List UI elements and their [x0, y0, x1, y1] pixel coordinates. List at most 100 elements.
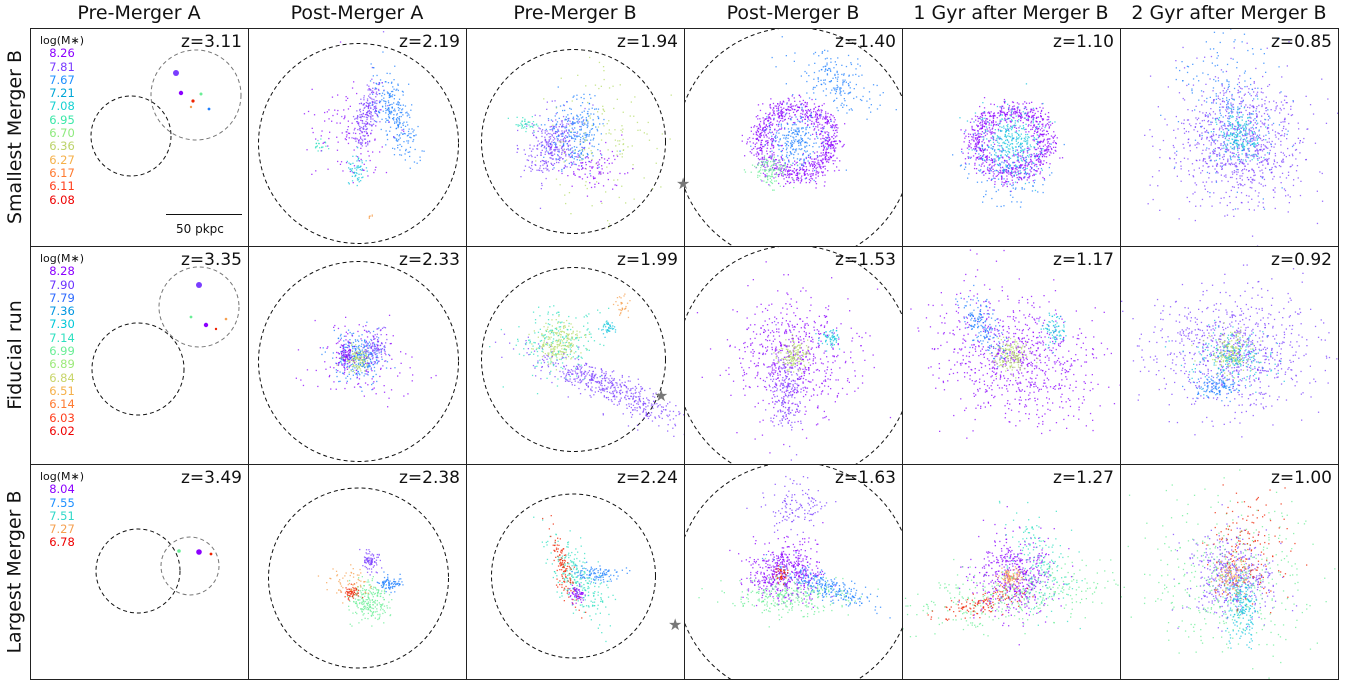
panel-row1-col6: z=0.85 — [1120, 28, 1339, 247]
galaxy-stars-scatter — [481, 49, 672, 234]
galaxy-stars-scatter — [1144, 29, 1338, 246]
scale-bar-label: 50 pkpc — [176, 222, 224, 236]
legend-entry: 8.26 — [49, 46, 75, 61]
legend-entry: 8.04 — [49, 482, 75, 497]
legend-header: log(M∗) — [39, 252, 85, 265]
legend-entry: 6.89 — [49, 357, 75, 372]
legend-entry: 6.14 — [49, 397, 75, 412]
column-title-pre-merger-b: Pre-Merger B — [513, 2, 637, 24]
galaxy-stars-scatter — [481, 267, 684, 452]
legend-entry: 6.17 — [49, 165, 75, 180]
column-title-post-merger-a: Post-Merger A — [290, 2, 424, 24]
star-marker: ★ — [654, 386, 669, 405]
row-title-label: Smallest Merger B — [4, 49, 27, 225]
panel-row3-col6: z=1.00 — [1120, 464, 1339, 680]
redshift-label: z=1.53 — [834, 250, 896, 270]
legend-entry: 6.99 — [49, 344, 75, 359]
panel-row3-col4: z=1.63 — [684, 464, 903, 680]
column-title-pre-merger-a: Pre-Merger A — [77, 2, 201, 24]
legend-entry: 6.78 — [49, 535, 75, 550]
column-title-1gyr: 1 Gyr after Merger B — [913, 2, 1109, 24]
column-title-post-merger-b: Post-Merger B — [726, 2, 860, 24]
star-marker: ★ — [676, 174, 691, 193]
mass-legend: log(M∗) 8.04 7.55 7.51 7.27 6.78 — [35, 470, 89, 550]
galaxy-stars-scatter — [95, 528, 220, 614]
galaxy-stars-scatter — [910, 249, 1120, 439]
legend-entry: 6.11 — [49, 179, 75, 194]
mass-legend: log(M∗) 8.26 7.81 7.67 7.21 7.08 6.95 6.70 6.36 6… — [35, 34, 89, 207]
galaxy-stars-scatter — [258, 31, 459, 244]
galaxy-stars-scatter — [685, 29, 902, 246]
redshift-label: z=0.85 — [1270, 32, 1332, 52]
galaxy-stars-scatter — [1121, 469, 1336, 679]
legend-entry: 7.08 — [49, 99, 75, 114]
row-title-smallest: Smallest Merger B — [0, 28, 30, 246]
panel-row3-col3: z=2.24 — [466, 464, 685, 680]
legend-entry: 8.28 — [49, 264, 75, 279]
legend-entry: 6.70 — [49, 126, 75, 141]
legend-entry: 7.30 — [49, 317, 75, 332]
panel-row3-col1: z=3.49 log(M∗) 8.04 7.55 7.51 7.27 6.78 — [30, 464, 249, 680]
redshift-label: z=1.00 — [1270, 468, 1332, 488]
galaxy-stars-scatter — [685, 465, 902, 679]
redshift-label: z=1.27 — [1052, 468, 1114, 488]
redshift-label: z=2.19 — [398, 32, 460, 52]
row-title-label: Largest Merger B — [4, 490, 27, 654]
panel-row3-col2: z=2.38 — [248, 464, 467, 680]
legend-entry: 7.21 — [49, 86, 75, 101]
legend-entry: 7.81 — [49, 59, 75, 74]
column-title-2gyr: 2 Gyr after Merger B — [1131, 2, 1327, 24]
legend-entry: 6.02 — [49, 423, 75, 438]
redshift-label: z=3.49 — [180, 468, 242, 488]
redshift-label: z=3.11 — [180, 32, 242, 52]
galaxy-stars-scatter — [903, 500, 1119, 646]
galaxy-stars-scatter — [91, 266, 240, 416]
galaxy-stars-scatter — [258, 261, 459, 462]
legend-entry: 7.79 — [49, 290, 75, 305]
galaxy-stars-scatter — [491, 493, 656, 659]
redshift-label: z=2.24 — [616, 468, 678, 488]
legend-entry: 7.55 — [49, 495, 75, 510]
redshift-label: z=1.94 — [616, 32, 678, 52]
scale-bar — [166, 214, 242, 215]
panel-row2-col3: z=1.99 — [466, 246, 685, 465]
redshift-label: z=1.40 — [834, 32, 896, 52]
star-marker: ★ — [668, 615, 683, 634]
panel-row2-col1: z=3.35 log(M∗) 8.28 7.90 7.79 7.36 7.30 7.14 6.9… — [30, 246, 249, 465]
galaxy-stars-scatter — [268, 487, 449, 669]
panel-row2-col6: z=0.92 — [1120, 246, 1339, 465]
redshift-label: z=2.33 — [398, 250, 460, 270]
legend-entry: 6.95 — [49, 112, 75, 127]
galaxy-stars-scatter — [1121, 264, 1338, 438]
legend-entry: 7.27 — [49, 522, 75, 537]
panel-row1-col4: z=1.40 — [684, 28, 903, 247]
legend-entry: 6.84 — [49, 370, 75, 385]
panel-row1-col3: z=1.94 — [466, 28, 685, 247]
legend-entry: 7.90 — [49, 277, 75, 292]
panel-row2-col2: z=2.33 — [248, 246, 467, 465]
galaxy-stars-scatter — [685, 247, 902, 464]
mass-legend: log(M∗) 8.28 7.90 7.79 7.36 7.30 7.14 6.99 6.89 6… — [35, 252, 89, 438]
redshift-label: z=1.63 — [834, 468, 896, 488]
redshift-label: z=2.38 — [398, 468, 460, 488]
panel-row1-col2: z=2.19 — [248, 28, 467, 247]
redshift-label: z=1.17 — [1052, 250, 1114, 270]
panel-row2-col5: z=1.17 — [902, 246, 1121, 465]
row-title-label: Fiducial run — [4, 300, 27, 410]
legend-entry: 6.27 — [49, 152, 75, 167]
legend-entry: 7.36 — [49, 304, 75, 319]
legend-entry: 7.51 — [49, 508, 75, 523]
legend-entry: 6.51 — [49, 383, 75, 398]
panel-row3-col5: z=1.27 — [902, 464, 1121, 680]
row-title-fiducial: Fiducial run — [0, 246, 30, 464]
legend-header: log(M∗) — [39, 34, 85, 47]
panel-row1-col5: z=1.10 — [902, 28, 1121, 247]
redshift-label: z=1.10 — [1052, 32, 1114, 52]
legend-entry: 7.67 — [49, 72, 75, 87]
panel-row2-col4: z=1.53 — [684, 246, 903, 465]
redshift-label: z=3.35 — [180, 250, 242, 270]
legend-entry: 6.08 — [49, 192, 75, 207]
legend-entry: 7.14 — [49, 330, 75, 345]
row-title-largest: Largest Merger B — [0, 464, 30, 680]
galaxy-stars-scatter — [952, 83, 1065, 208]
